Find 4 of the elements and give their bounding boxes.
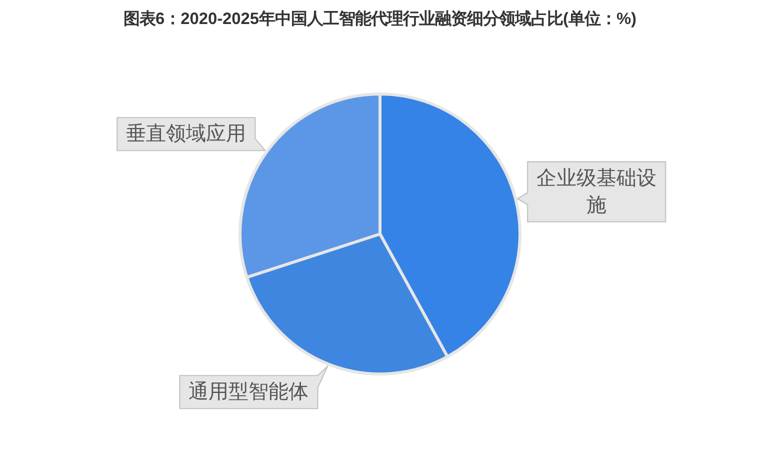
slice-label: 通用型智能体 xyxy=(188,381,309,404)
slice-label: 垂直领域应用 xyxy=(126,123,246,146)
title: 图表6：2020-2025年中国人工智能代理行业融资细分领域占比(单位：%) xyxy=(124,10,636,28)
slice-label: 企业级基础设施 xyxy=(536,167,657,216)
